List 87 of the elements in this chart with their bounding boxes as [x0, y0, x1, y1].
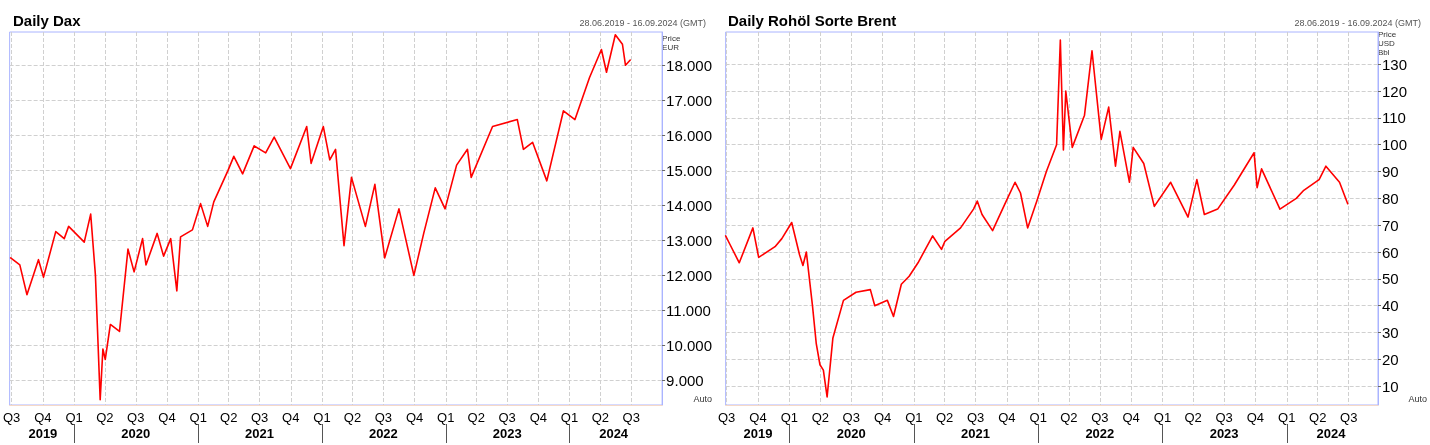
x-tick-label: Q1	[1278, 410, 1296, 425]
x-tick-label: Q2	[96, 410, 114, 425]
x-tick-label: Q2	[591, 410, 610, 425]
y-tick-label: 11.000	[666, 301, 711, 319]
x2-tick-label: 2024	[599, 426, 629, 441]
x2-tick-label: 2019	[743, 426, 773, 441]
x-tick-label: Q2	[220, 410, 238, 425]
y-tick-label: 80	[1382, 189, 1399, 207]
y-tick-label: 90	[1382, 163, 1399, 181]
x-tick-label: Q1	[313, 410, 331, 425]
y-tick-label: 10	[1382, 377, 1399, 395]
x2-tick-label: 2020	[836, 426, 866, 441]
y-tick-label: 120	[1382, 82, 1408, 100]
x2-tick-label: 2021	[961, 426, 991, 441]
y-tick-label: 70	[1382, 216, 1399, 234]
y-tick-label: 20	[1382, 350, 1399, 368]
x2-tick-label: 2024	[1316, 426, 1347, 441]
x2-tick-label: 2023	[492, 426, 522, 441]
x2-tick-label: 2021	[245, 426, 275, 441]
x-tick-label: Q3	[718, 410, 736, 425]
x-tick-label: Q2	[935, 410, 954, 425]
x2-tick-label: 2022	[368, 426, 398, 441]
x-tick-label: Q3	[250, 410, 269, 425]
y-tick-label: 30	[1382, 324, 1399, 342]
x2-tick-label: 2019	[28, 426, 58, 441]
x-tick-label: Q3	[498, 410, 516, 425]
x-tick-label: Q3	[966, 410, 985, 425]
x-tick-label: Q4	[282, 410, 300, 425]
y-tick-label: 15.000	[666, 161, 713, 179]
x-tick-label: Q1	[65, 410, 83, 425]
x-tick-label: Q4	[34, 410, 52, 425]
chart-title: Daily Dax	[13, 12, 82, 29]
x-tick-label: Q2	[1309, 410, 1327, 425]
x-tick-label: Q1	[905, 410, 923, 425]
y-tick-label: 12.000	[666, 266, 713, 284]
x-tick-label: Q4	[158, 410, 176, 425]
x-tick-label: Q4	[749, 410, 767, 425]
x-tick-label: Q3	[622, 410, 640, 425]
y-tick-label: 10.000	[666, 336, 713, 354]
x-tick-label: Q3	[1215, 410, 1233, 425]
x-tick-label: Q3	[374, 410, 393, 425]
line-series	[724, 39, 1349, 398]
chart-subtitle: 28.06.2019 - 16.09.2024 (GMT)	[579, 17, 706, 28]
x-tick-label: Q1	[560, 410, 579, 425]
text: Auto	[693, 393, 712, 404]
x-tick-label: Q3	[842, 410, 860, 425]
x-tick-label: Q4	[529, 410, 548, 425]
x-tick-label: Q2	[343, 410, 362, 425]
y-tick-label: 13.000	[666, 231, 713, 249]
y-axis-title: Price USD Bbl	[1378, 29, 1397, 57]
y-tick-label: 40	[1382, 297, 1399, 315]
y-tick-label: 100	[1382, 136, 1408, 154]
line-series	[9, 34, 632, 401]
y-tick-label: 18.000	[666, 56, 713, 74]
x-tick-label: Q2	[1060, 410, 1078, 425]
x-tick-label: Q3	[127, 410, 145, 425]
x-tick-label: Q1	[189, 410, 207, 425]
x-tick-label: Q4	[1246, 410, 1265, 425]
x-tick-label: Q4	[405, 410, 424, 425]
x-tick-label: Q4	[873, 410, 892, 425]
chart-subtitle: 28.06.2019 - 16.09.2024 (GMT)	[1294, 17, 1421, 28]
text: Auto	[1408, 393, 1427, 404]
y-tick-label: 14.000	[666, 196, 713, 214]
x-tick-label: Q2	[467, 410, 485, 425]
x-tick-label: Q3	[3, 410, 21, 425]
x-tick-label: Q3	[1340, 410, 1358, 425]
y-tick-label: 50	[1382, 270, 1399, 288]
y-axis-title: Price EUR	[662, 34, 681, 52]
y-tick-label: 130	[1382, 55, 1408, 73]
y-tick-label: 17.000	[666, 91, 713, 109]
x-tick-label: Q1	[1153, 410, 1172, 425]
x-tick-label: Q1	[780, 410, 798, 425]
x-tick-label: Q1	[437, 410, 455, 425]
x-tick-label: Q2	[1184, 410, 1202, 425]
x-tick-label: Q2	[811, 410, 829, 425]
x2-tick-label: 2020	[121, 426, 151, 441]
x-tick-label: Q1	[1029, 410, 1047, 425]
chart-title: Daily Rohöl Sorte Brent	[728, 12, 897, 29]
y-tick-label: 16.000	[666, 126, 713, 144]
y-tick-label: 110	[1382, 109, 1406, 127]
y-tick-label: 60	[1382, 243, 1399, 261]
x-tick-label: Q4	[998, 410, 1016, 425]
x2-tick-label: 2023	[1209, 426, 1239, 441]
x-tick-label: Q4	[1122, 410, 1140, 425]
x-tick-label: Q3	[1091, 410, 1109, 425]
x2-tick-label: 2022	[1085, 426, 1115, 441]
y-tick-label: 9.000	[666, 371, 704, 389]
